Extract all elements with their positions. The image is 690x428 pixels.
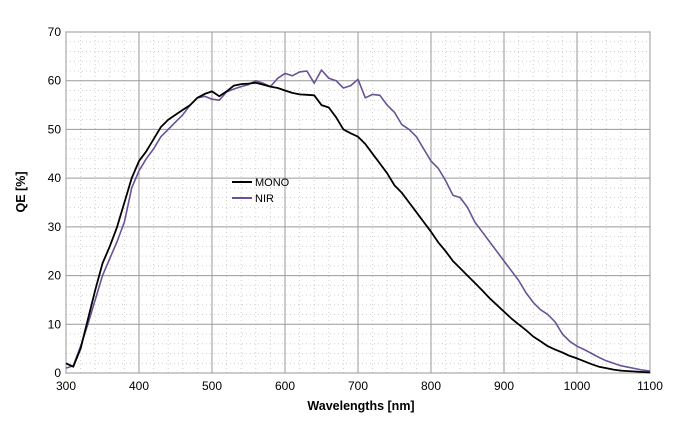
legend-label-mono: MONO bbox=[255, 177, 290, 189]
x-tick-label: 700 bbox=[348, 379, 368, 393]
y-axis-title: QE [%] bbox=[14, 172, 28, 213]
series-line-nir bbox=[65, 69, 651, 372]
y-tick-label: 70 bbox=[48, 25, 62, 39]
x-tick-label: 1000 bbox=[564, 379, 591, 393]
tick-labels: 300 400 500 600 700 800 900 1000 1100 0 10 20 30 40 50… bbox=[48, 25, 664, 393]
x-tick-label: 600 bbox=[275, 379, 295, 393]
x-tick-label: 300 bbox=[56, 379, 76, 393]
x-tick-label: 800 bbox=[421, 379, 441, 393]
x-tick-label: 900 bbox=[494, 379, 514, 393]
series-line-mono bbox=[65, 81, 651, 374]
y-tick-label: 30 bbox=[48, 220, 62, 234]
x-tick-label: 500 bbox=[202, 379, 222, 393]
y-tick-label: 50 bbox=[48, 122, 62, 136]
series-lines bbox=[65, 69, 651, 374]
legend: MONO NIR bbox=[232, 177, 290, 205]
y-tick-label: 40 bbox=[48, 171, 62, 185]
y-tick-label: 60 bbox=[48, 74, 62, 88]
y-tick-label: 20 bbox=[48, 269, 62, 283]
legend-label-nir: NIR bbox=[255, 193, 274, 205]
x-tick-label: 1100 bbox=[637, 379, 663, 393]
gridlines bbox=[65, 31, 651, 374]
y-tick-label: 10 bbox=[48, 317, 62, 331]
y-tick-label: 0 bbox=[54, 366, 61, 380]
x-tick-label: 400 bbox=[129, 379, 149, 393]
x-axis-title: Wavelengths [nm] bbox=[307, 399, 414, 413]
